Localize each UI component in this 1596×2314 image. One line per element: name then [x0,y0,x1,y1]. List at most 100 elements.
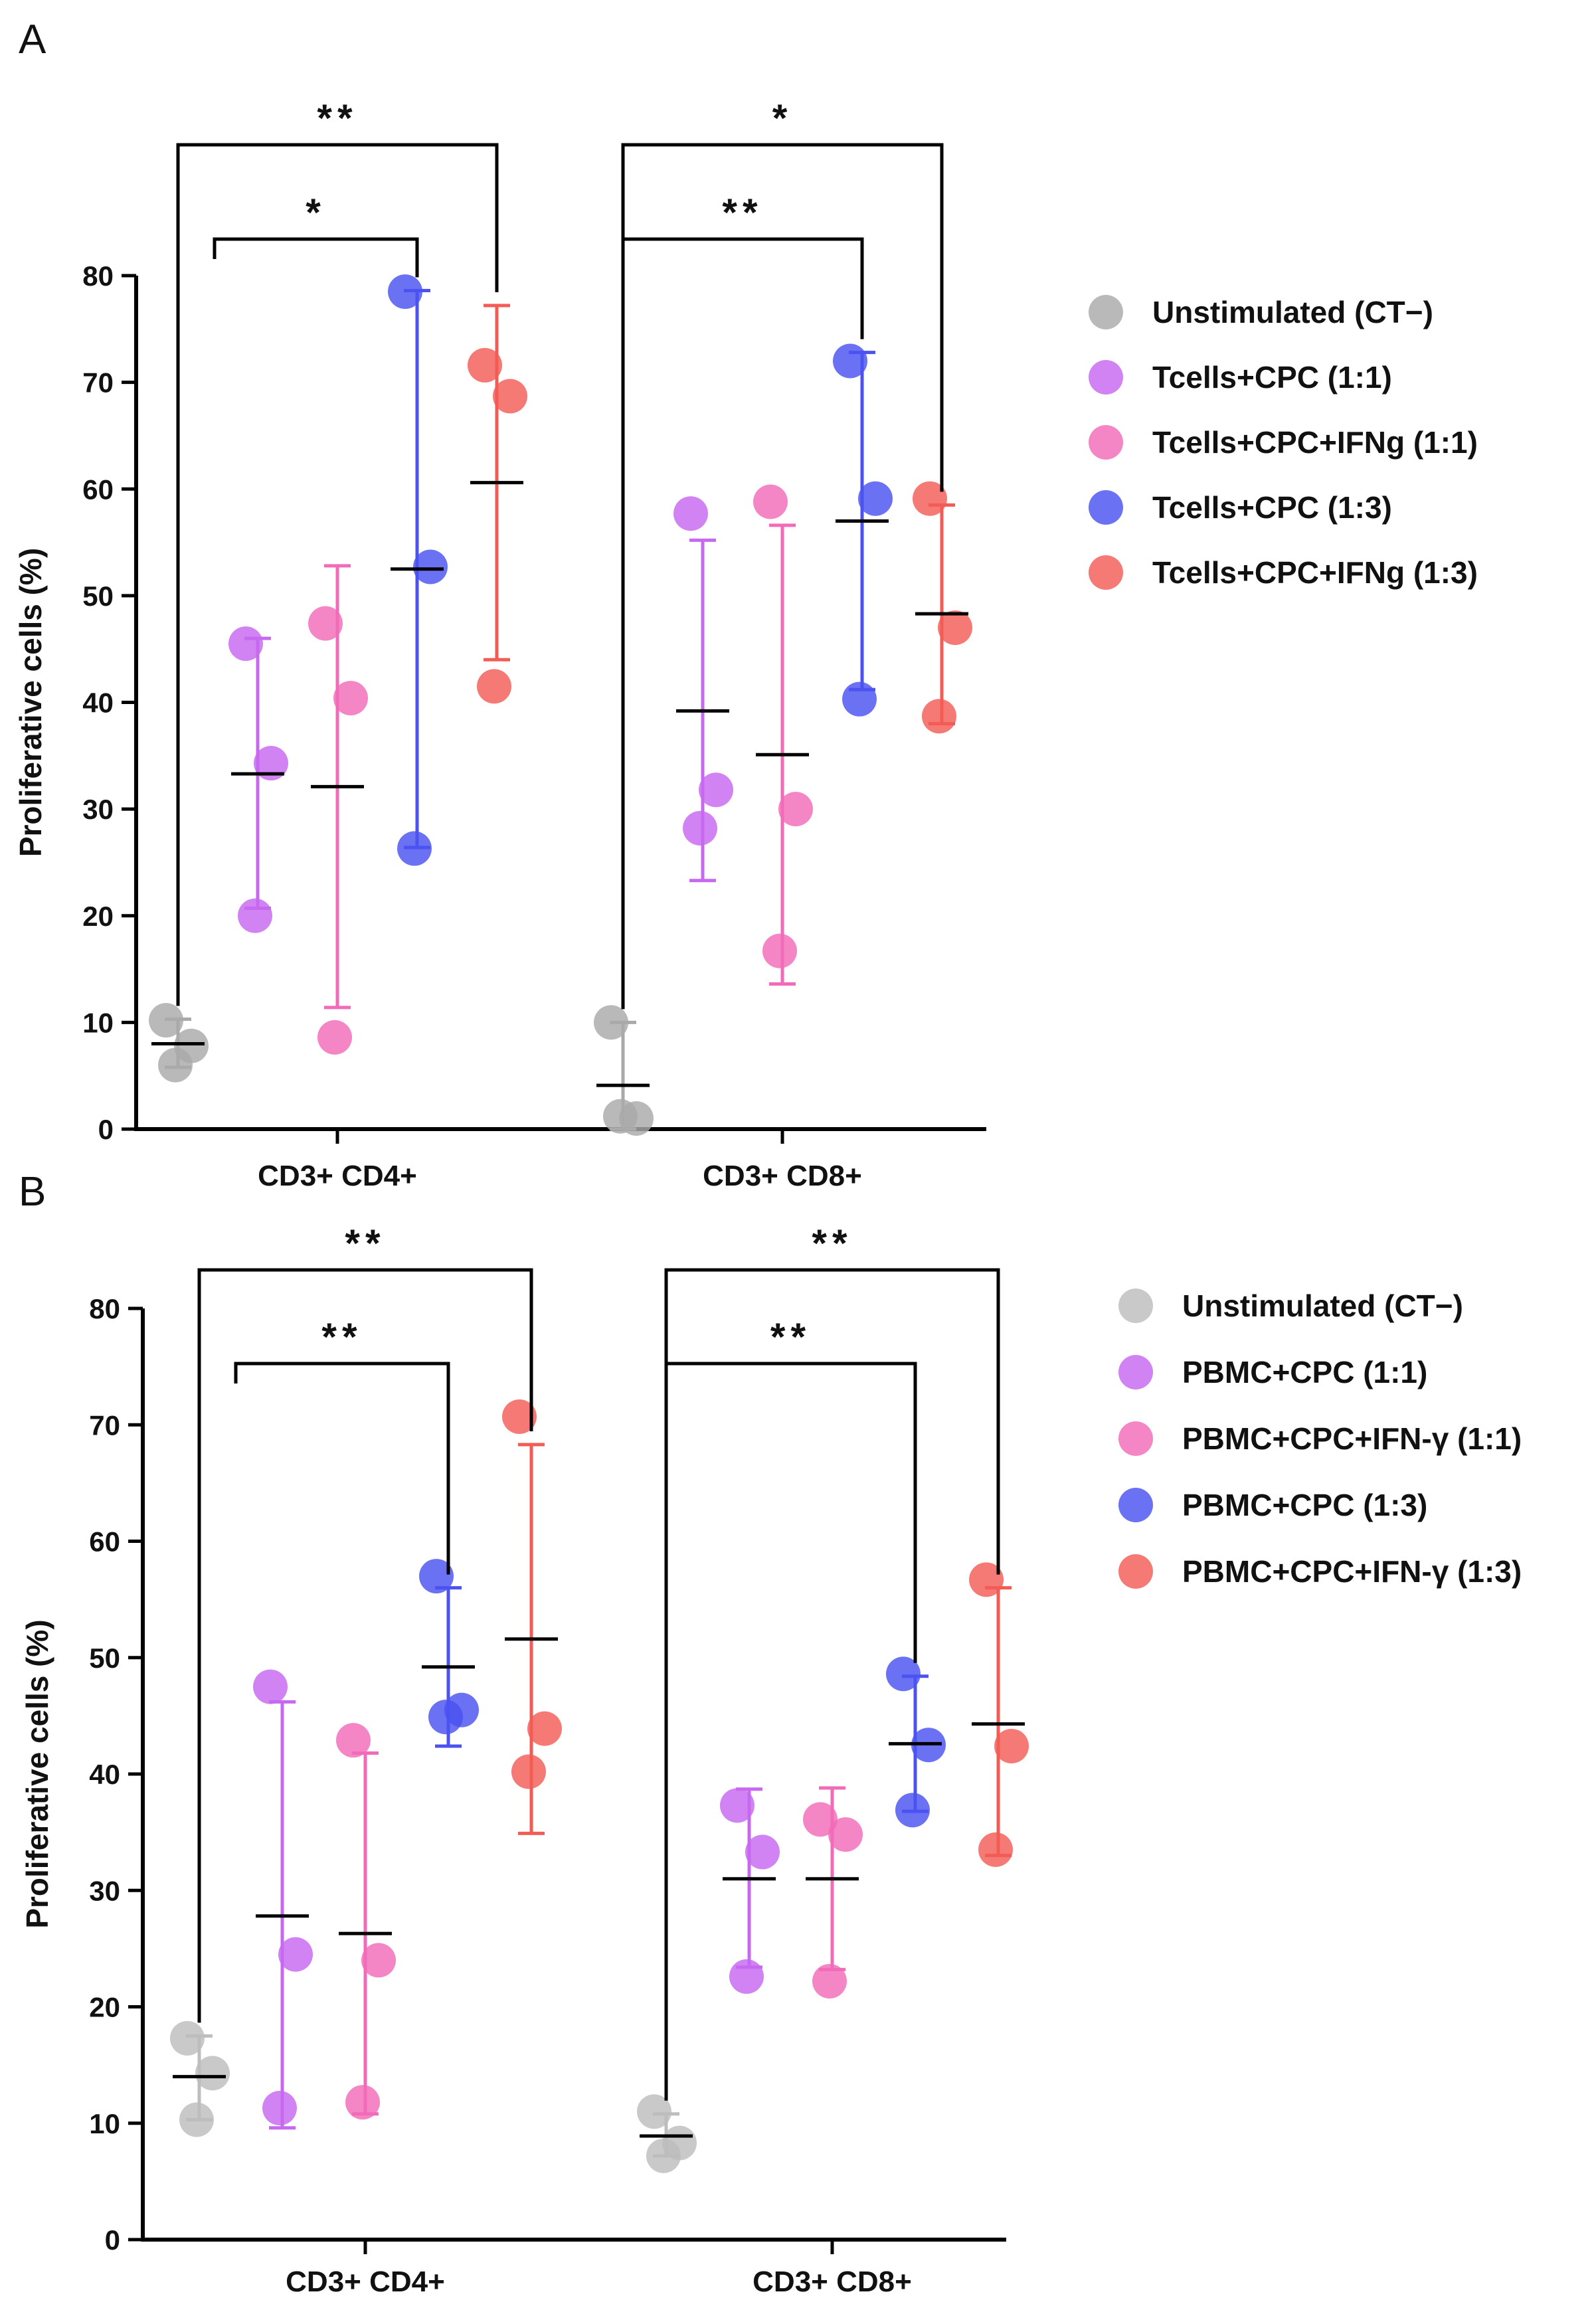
significance-label: ** [321,1316,362,1359]
y-tick-label: 20 [82,901,114,932]
data-point [858,481,893,516]
legend-marker [1089,555,1123,590]
legend-label: Unstimulated (CT−) [1182,1289,1463,1323]
data-point [477,669,511,704]
legend-marker [1089,295,1123,329]
panel-b: B 0 10 20 30 40 50 60 70 80 Proliferative cells (%… [19,1169,1522,2298]
x-tick-label: CD3+ CD8+ [703,1160,862,1192]
y-tick-label: 70 [82,367,114,399]
data-point [833,343,867,379]
significance-label: ** [345,1222,385,1265]
data-point [603,1099,638,1134]
y-tick-label: 60 [89,1526,120,1558]
significance-bracket [234,1362,450,1575]
significance-label: * [772,97,793,140]
y-tick-label: 30 [82,794,114,825]
y-tick-label: 50 [89,1643,120,1674]
data-point [913,481,947,516]
legend-marker [1089,360,1123,395]
y-tick-label: 10 [89,2108,120,2139]
legend-marker [1118,1488,1153,1522]
data-point [842,681,877,717]
significance-bracket [621,143,944,1010]
data-point [228,626,263,662]
legend-label: PBMC+CPC (1:1) [1182,1355,1427,1389]
data-point [812,1963,847,1999]
legend-label: Tcells+CPC (1:3) [1152,490,1392,525]
data-point [336,1723,371,1758]
data-point [317,1020,352,1055]
data-point [922,699,956,734]
data-point [253,1669,288,1704]
data-point [594,1005,628,1040]
legend-label: Tcells+CPC (1:1) [1152,360,1392,395]
significance-label: ** [722,191,762,234]
data-point [969,1562,1004,1597]
data-point [262,2090,297,2125]
legend-marker [1118,1421,1153,1456]
y-tick-label: 10 [82,1007,114,1038]
y-axis-title: Proliferative cells (%) [20,1619,54,1928]
y-tick-label: 0 [105,2224,120,2256]
data-point [994,1728,1029,1763]
data-point [195,2056,230,2091]
significance-bracket [197,1268,533,2023]
x-tick-label: CD3+ CD4+ [258,1160,417,1192]
data-point [699,772,733,808]
legend-marker [1118,1289,1153,1323]
data-point [428,1700,463,1735]
y-tick-label: 0 [98,1114,114,1145]
data-point [895,1793,930,1828]
data-point [158,1047,193,1083]
y-tick-label: 30 [89,1875,120,1906]
data-point [493,379,527,414]
legend-label: Tcells+CPC+IFNg (1:1) [1152,425,1478,460]
legend-label: PBMC+CPC+IFN-γ (1:3) [1182,1554,1522,1589]
significance-bracket [213,237,419,278]
legend-marker [1118,1554,1153,1589]
data-point [345,2085,380,2120]
x-tick-label: CD3+ CD8+ [753,2266,912,2298]
legend-marker [1089,490,1123,525]
data-point [170,2020,205,2056]
y-tick-label: 60 [82,474,114,505]
data-point [745,1834,780,1870]
data-point [502,1399,537,1434]
data-point [361,1943,396,1978]
significance-bracket [621,237,864,339]
significance-bracket [664,1268,1000,2101]
data-point [828,1817,863,1852]
data-point [729,1959,764,1994]
data-point [753,484,788,519]
data-point [683,811,717,846]
data-point [527,1711,562,1746]
data-point [762,933,797,968]
significance-label: * [306,191,326,234]
data-point [468,347,502,383]
data-point [511,1754,546,1789]
data-point [673,496,708,531]
panel-a: A 0 10 20 30 40 50 60 70 80 Proliferative cells (%… [13,17,1478,1192]
significance-bracket [176,143,499,1006]
data-point [886,1656,921,1692]
y-tick-label: 80 [82,260,114,292]
data-point [803,1802,838,1837]
data-point [413,549,448,584]
data-point [419,1559,454,1594]
y-tick-label: 20 [89,1992,120,2023]
y-tick-label: 40 [82,687,114,719]
data-point [778,792,813,827]
significance-label: ** [812,1222,852,1265]
data-point [238,898,272,933]
x-tick-label: CD3+ CD4+ [286,2266,445,2298]
legend-label: PBMC+CPC (1:3) [1182,1488,1427,1522]
panel-letter: B [19,1169,46,1215]
data-point [397,831,432,866]
data-point [637,2094,671,2129]
legend-label: Tcells+CPC+IFNg (1:3) [1152,555,1478,590]
data-point [308,606,343,641]
legend-marker [1118,1355,1153,1389]
legend-label: PBMC+CPC+IFN-γ (1:1) [1182,1421,1522,1456]
panel-letter: A [19,17,46,62]
